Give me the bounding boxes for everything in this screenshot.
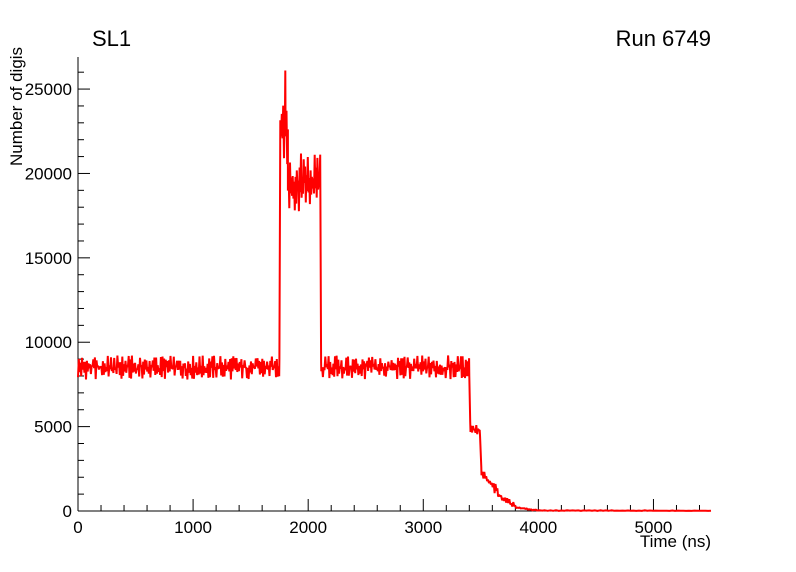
chart-title: SL1	[92, 26, 131, 51]
y-tick-label: 10000	[25, 333, 72, 352]
x-axis-title: Time (ns)	[640, 532, 711, 551]
y-tick-label: 0	[63, 502, 72, 521]
data-series-line	[77, 70, 712, 512]
y-tick-label: 25000	[25, 80, 72, 99]
x-tick-label: 1000	[174, 518, 212, 537]
run-number-label: Run 6749	[616, 26, 711, 51]
y-tick-label: 5000	[34, 418, 72, 437]
x-tick-label: 5000	[635, 518, 673, 537]
y-axis-title: Number of digis	[7, 47, 26, 166]
x-tick-label: 3000	[404, 518, 442, 537]
x-tick-label: 2000	[289, 518, 327, 537]
y-tick-label: 15000	[25, 249, 72, 268]
y-tick-label: 20000	[25, 164, 72, 183]
x-tick-label: 4000	[519, 518, 557, 537]
x-tick-label: 0	[73, 518, 82, 537]
